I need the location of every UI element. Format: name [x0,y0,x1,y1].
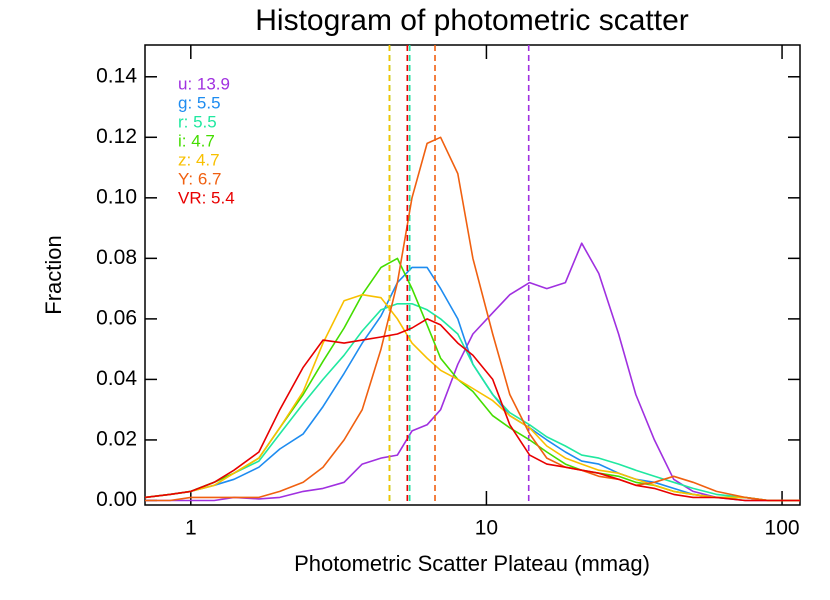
y-tick-label: 0.14 [96,64,137,87]
y-tick-label: 0.10 [96,185,137,208]
x-tick-label: 1 [185,517,197,540]
x-tick-label: 100 [765,517,800,540]
y-axis-title: Fraction [41,235,66,314]
legend-label: VR: 5.4 [178,188,235,207]
series-line [144,318,800,502]
y-tick-label: 0.06 [96,306,137,329]
chart-title: Histogram of photometric scatter [255,4,689,37]
legend-label: r: 5.5 [178,112,217,131]
y-tick-label: 0.00 [96,488,137,511]
x-axis-title: Photometric Scatter Plateau (mmag) [294,551,650,576]
series-line [144,293,800,502]
plot-frame [144,44,801,506]
x-tick-label: 10 [475,517,498,540]
legend-label: Y: 6.7 [178,169,221,188]
series-line [144,266,800,502]
y-tick-label: 0.04 [96,367,137,390]
y-tick-label: 0.02 [96,427,137,450]
legend-label: g: 5.5 [178,93,221,112]
legend-label: i: 4.7 [178,131,215,150]
legend-label: z: 4.7 [178,150,220,169]
y-tick-label: 0.12 [96,125,137,148]
legend-label: u: 13.9 [178,74,230,93]
series-line [145,242,800,502]
series-line [145,136,800,502]
y-tick-label: 0.08 [96,246,137,269]
